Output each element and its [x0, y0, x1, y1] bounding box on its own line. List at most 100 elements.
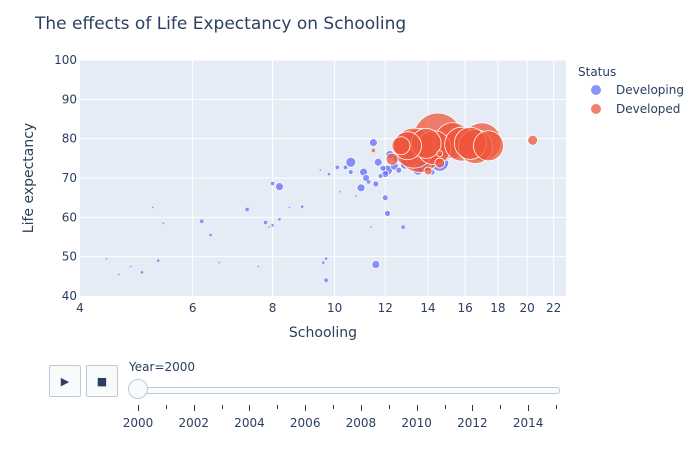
- data-point-developed[interactable]: [385, 152, 399, 166]
- x-tick-label: 18: [490, 301, 505, 315]
- slider-tick-label[interactable]: 2006: [289, 416, 321, 430]
- data-point-developed[interactable]: [371, 148, 376, 153]
- slider-tick-label[interactable]: 2002: [178, 416, 209, 430]
- slider-tick-label[interactable]: 2000: [122, 416, 154, 430]
- y-tick-label: 80: [62, 132, 77, 146]
- slider-tick: [305, 405, 307, 411]
- slider-tick: [333, 405, 335, 409]
- legend-title: Status: [578, 65, 616, 79]
- slider-current-value: Year=2000: [129, 360, 195, 374]
- data-point-developed[interactable]: [473, 130, 504, 162]
- data-point-developing[interactable]: [117, 273, 120, 276]
- data-point-developing[interactable]: [208, 233, 213, 237]
- slider-tick: [193, 405, 195, 411]
- data-point-developing[interactable]: [319, 168, 322, 172]
- data-point-developed[interactable]: [434, 157, 446, 169]
- x-axis-ticks: 4 6 8 10 12 14 16 18 20 22: [76, 301, 561, 315]
- play-button[interactable]: ▶: [49, 365, 81, 397]
- year-slider-handle[interactable]: [128, 379, 148, 399]
- data-point-developing[interactable]: [162, 222, 165, 225]
- x-axis-label: Schooling: [289, 325, 357, 341]
- data-point-developing[interactable]: [373, 157, 383, 167]
- data-point-developing[interactable]: [270, 181, 275, 186]
- data-point-developing[interactable]: [267, 226, 271, 229]
- y-tick-label: 90: [62, 92, 77, 106]
- data-point-developing[interactable]: [377, 173, 384, 179]
- data-point-developing[interactable]: [323, 278, 329, 283]
- legend-marker[interactable]: [591, 85, 601, 95]
- data-point-developed[interactable]: [527, 134, 539, 146]
- data-point-developing[interactable]: [356, 183, 366, 193]
- data-point-developing[interactable]: [277, 217, 282, 221]
- data-point-developing[interactable]: [372, 180, 380, 188]
- data-point-developing[interactable]: [300, 205, 304, 209]
- data-point-developing[interactable]: [343, 165, 348, 170]
- data-point-developing[interactable]: [371, 260, 381, 269]
- slider-tick-label[interactable]: 2010: [401, 416, 432, 430]
- data-point-developing[interactable]: [362, 174, 370, 182]
- data-point-developing[interactable]: [156, 258, 160, 263]
- slider-tick-label[interactable]: 2014: [512, 416, 544, 430]
- year-slider-track[interactable]: [130, 387, 560, 394]
- data-point-developing[interactable]: [263, 220, 268, 225]
- data-point-developing[interactable]: [379, 164, 387, 172]
- legend-marker[interactable]: [591, 104, 601, 114]
- data-point-developing[interactable]: [217, 261, 221, 264]
- data-point-developing[interactable]: [321, 260, 325, 265]
- data-point-developing[interactable]: [270, 223, 275, 227]
- data-point-developing[interactable]: [129, 265, 132, 268]
- slider-tick: [556, 405, 557, 409]
- data-point-developing[interactable]: [105, 257, 108, 260]
- data-point-developing[interactable]: [345, 156, 357, 168]
- stop-icon: ■: [96, 374, 108, 388]
- data-point-developed[interactable]: [391, 136, 411, 156]
- x-tick-label: 22: [546, 301, 561, 315]
- slider-tick: [444, 405, 446, 409]
- data-point-developing[interactable]: [199, 219, 204, 224]
- data-point-developing[interactable]: [244, 207, 250, 212]
- slider-tick: [249, 405, 251, 411]
- legend-label[interactable]: Developing: [616, 83, 684, 97]
- y-tick-label: 70: [62, 171, 77, 185]
- legend-label[interactable]: Developed: [616, 102, 680, 116]
- y-axis-ticks: 40 50 60 70 80 90 100: [54, 53, 77, 303]
- x-tick-label: 20: [520, 301, 535, 315]
- slider-tick-label[interactable]: 2012: [457, 416, 488, 430]
- x-tick-label: 12: [378, 301, 393, 315]
- data-point-developing[interactable]: [384, 209, 391, 217]
- data-point-developing[interactable]: [395, 166, 403, 174]
- x-tick-label: 10: [327, 301, 342, 315]
- slider-tick: [221, 405, 223, 409]
- data-point-developing[interactable]: [369, 226, 373, 229]
- y-tick-label: 40: [62, 289, 77, 303]
- data-point-developing[interactable]: [324, 256, 328, 261]
- x-tick-label: 16: [458, 301, 473, 315]
- data-point-developing[interactable]: [381, 194, 389, 202]
- slider-tick: [388, 405, 390, 409]
- data-point-developing[interactable]: [401, 225, 406, 230]
- y-tick-label: 50: [62, 250, 77, 264]
- stop-button[interactable]: ■: [86, 365, 118, 397]
- slider-tick-label[interactable]: 2004: [234, 416, 265, 430]
- data-point-developing[interactable]: [257, 265, 260, 268]
- data-point-developing[interactable]: [335, 165, 340, 170]
- data-point-developing[interactable]: [151, 206, 155, 209]
- y-tick-label: 60: [62, 210, 77, 224]
- x-tick-label: 6: [189, 301, 197, 315]
- data-point-developing[interactable]: [338, 190, 342, 193]
- data-point-developing[interactable]: [354, 194, 358, 197]
- data-point-developing[interactable]: [327, 172, 331, 176]
- data-point-developing[interactable]: [347, 169, 354, 176]
- slider-tick: [277, 405, 279, 409]
- slider-tick: [165, 405, 167, 409]
- data-point-developing[interactable]: [275, 182, 284, 192]
- data-point-developing[interactable]: [288, 206, 291, 209]
- data-point-developing[interactable]: [369, 138, 378, 148]
- data-point-developed[interactable]: [436, 150, 444, 158]
- data-point-developed[interactable]: [423, 166, 433, 176]
- data-point-developing[interactable]: [366, 179, 371, 185]
- legend[interactable]: Developing Developed: [591, 83, 684, 116]
- data-point-developing[interactable]: [140, 270, 144, 275]
- slider-tick-label[interactable]: 2008: [345, 416, 377, 430]
